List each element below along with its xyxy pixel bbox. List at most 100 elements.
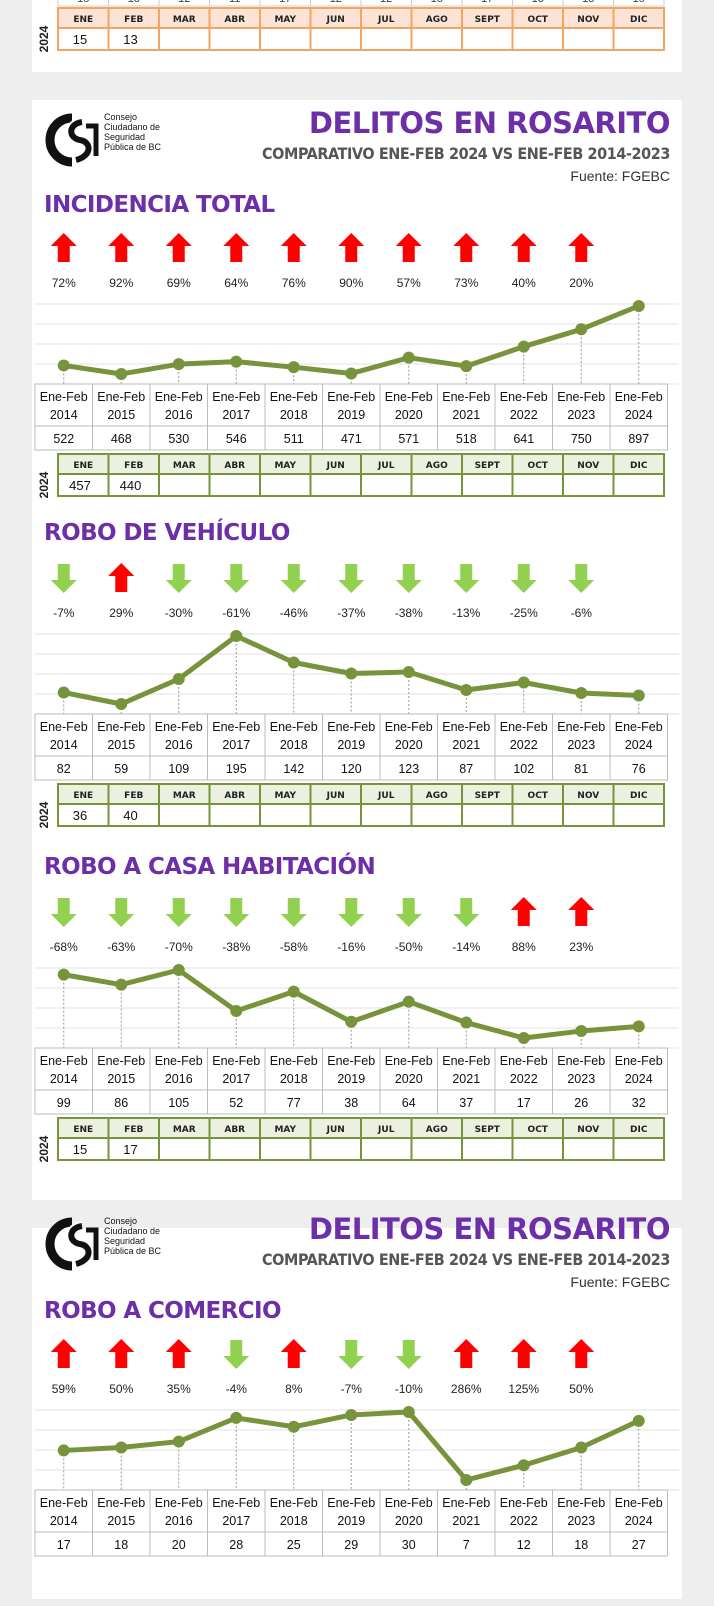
data-label: 897 (628, 432, 649, 446)
monthly-table-2024: 15 13 12 11 17 12 12 15 17 18 13 15 2024 ENE 15 FEB 13 MA… (37, 0, 665, 52)
arrow-up-icon (165, 233, 192, 262)
data-point (460, 1016, 473, 1029)
data-point (402, 1406, 415, 1418)
month-value-cell (259, 1137, 312, 1161)
month-label: JUL (377, 1125, 395, 1135)
logo-line: Seguridad (104, 132, 146, 142)
category-label-line: Ene-Feb (500, 1496, 548, 1510)
data-point (632, 1414, 645, 1427)
category-label-line: Ene-Feb (155, 720, 203, 734)
month-value: 40 (123, 808, 137, 823)
percent-change-label: -6% (571, 606, 593, 620)
month-value-cell (360, 1137, 413, 1161)
percent-change-label: -46% (280, 606, 308, 620)
previous-section-card: 15 13 12 11 17 12 12 15 17 18 13 15 2024 ENE 15 FEB 13 MA… (32, 0, 682, 72)
category-label-line: 2018 (280, 1072, 308, 1086)
category-label-line: Ene-Feb (327, 1054, 375, 1068)
arrow-down-icon (50, 898, 77, 927)
month-label: FEB (124, 15, 143, 25)
category-cell (379, 1047, 438, 1091)
data-label: 17 (517, 1096, 531, 1110)
arrow-up-icon (510, 233, 537, 262)
month-value-cell (461, 803, 514, 827)
category-cell (149, 713, 208, 757)
value-cell (379, 425, 438, 451)
category-cell (494, 1489, 553, 1533)
category-label-line: Ene-Feb (557, 390, 605, 404)
data-label: 518 (456, 432, 477, 446)
percent-change-label: -61% (222, 606, 250, 620)
section-title-robo-comercio: ROBO A COMERCIO (44, 1298, 282, 1324)
category-cell (264, 1047, 323, 1091)
category-label-line: 2014 (50, 738, 78, 752)
percent-change-label: 73% (454, 276, 478, 290)
cut-off-value: 15 (431, 0, 443, 5)
value-cell (379, 755, 438, 781)
arrow-down-icon (453, 898, 480, 927)
category-cell (322, 1489, 381, 1533)
category-cell (379, 1489, 438, 1533)
cut-off-cell (562, 0, 614, 7)
arrow-down-icon (50, 564, 77, 593)
category-label-line: 2020 (395, 408, 423, 422)
data-point (57, 968, 70, 981)
category-label-line: Ene-Feb (557, 720, 605, 734)
month-value-cell (259, 473, 312, 497)
page-subtitle: COMPARATIVO ENE-FEB 2024 VS ENE-FEB 2014… (262, 1250, 670, 1269)
arrow-up-icon (108, 563, 135, 592)
month-value-cell (562, 473, 615, 497)
category-cell (437, 383, 496, 427)
category-cell (149, 1047, 208, 1091)
year-label: 2024 (37, 801, 51, 828)
month-label: JUN (326, 1125, 345, 1135)
category-label-line: Ene-Feb (40, 1496, 88, 1510)
month-label: DIC (630, 15, 648, 25)
value-cell (264, 1531, 323, 1557)
data-point (115, 978, 128, 991)
arrow-up-icon (223, 233, 250, 262)
percent-change-label: 76% (282, 276, 306, 290)
value-cell (34, 1531, 93, 1557)
data-point (230, 355, 243, 368)
month-value-cell (208, 473, 261, 497)
category-label-line: 2022 (510, 738, 538, 752)
month-label: OCT (528, 791, 549, 801)
percent-change-label: 90% (339, 276, 363, 290)
cut-off-value: 11 (229, 0, 240, 5)
arrow-down-icon (280, 564, 307, 593)
category-label-line: 2022 (510, 1072, 538, 1086)
month-value: 15 (73, 32, 87, 47)
value-cell (322, 425, 381, 451)
arrow-up-icon (453, 233, 480, 262)
category-cell (609, 1489, 668, 1533)
month-value: 440 (120, 478, 142, 493)
category-cell (609, 383, 668, 427)
value-cell (379, 1089, 438, 1115)
category-label-line: 2016 (165, 1072, 193, 1086)
percent-change-label: -10% (395, 1382, 423, 1396)
category-label-line: 2019 (337, 1072, 365, 1086)
month-value-cell (461, 473, 514, 497)
cut-off-value: 17 (481, 0, 493, 5)
year-label: 2024 (37, 1135, 51, 1162)
month-label: MAR (173, 15, 196, 25)
category-label-line: Ene-Feb (615, 1054, 663, 1068)
category-cell (494, 1047, 553, 1091)
month-value: 17 (123, 1142, 137, 1157)
category-label-line: Ene-Feb (212, 720, 260, 734)
percent-change-label: 64% (224, 276, 248, 290)
arrow-up-icon (510, 897, 537, 926)
value-cell (207, 1089, 266, 1115)
category-label-line: 2024 (625, 738, 653, 752)
section-title-robo-casa: ROBO A CASA HABITACIÓN (44, 854, 376, 880)
month-label: AGO (426, 791, 448, 801)
arrow-up-icon (108, 1339, 135, 1368)
category-label-line: Ene-Feb (155, 390, 203, 404)
month-label: SEPT (475, 461, 501, 471)
category-label-line: 2016 (165, 1514, 193, 1528)
category-label-line: Ene-Feb (385, 390, 433, 404)
category-label-line: 2024 (625, 1514, 653, 1528)
category-label-line: 2022 (510, 1514, 538, 1528)
month-value-cell (309, 803, 362, 827)
month-value-cell (461, 27, 514, 51)
